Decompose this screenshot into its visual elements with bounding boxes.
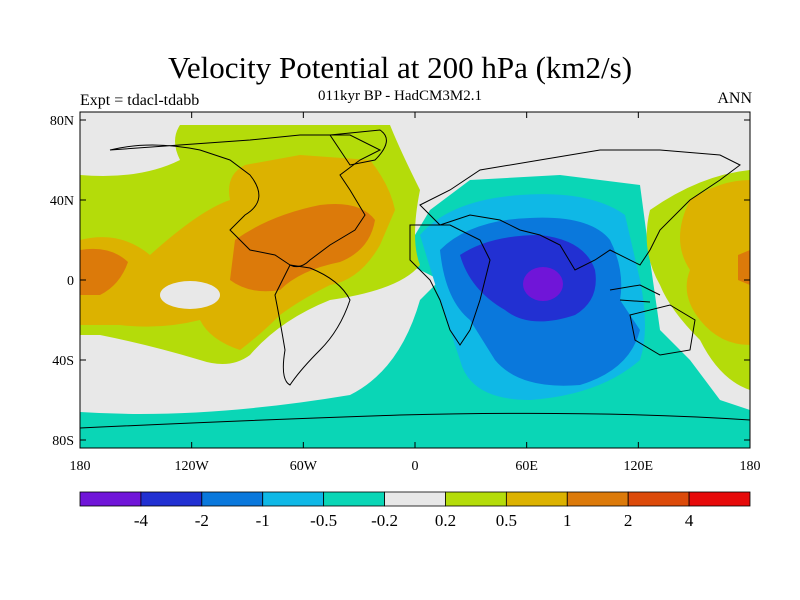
colorbar-boxes — [79, 491, 751, 507]
coastline-eurasia — [419, 149, 741, 271]
colorbar-label: 0.5 — [496, 511, 517, 530]
latitude-axis: 80N 40N 0 40S 80S — [50, 114, 750, 449]
colorbar-label: -2 — [195, 511, 209, 530]
colorbar-label: -4 — [134, 511, 149, 530]
lat-tick-label: 80S — [52, 434, 74, 449]
lon-tick-label: 0 — [412, 459, 419, 474]
contour-positive-orange-central — [230, 204, 375, 292]
colorbar-box — [323, 491, 385, 507]
coastline-australia — [629, 304, 696, 356]
colorbar-box — [79, 491, 142, 507]
contour-positive-orange-east — [738, 250, 750, 285]
coastline-greenland — [329, 129, 387, 166]
colorbar-label: 1 — [563, 511, 572, 530]
contour-positive-orange-west — [80, 248, 128, 295]
colorbar-label: 0.2 — [435, 511, 456, 530]
map-title: Velocity Potential at 200 hPa (km2/s) — [167, 50, 633, 85]
colorbar-label: 2 — [624, 511, 633, 530]
coastline-antarctica — [80, 412, 750, 429]
lon-tick-label: 60W — [290, 459, 318, 474]
longitude-axis: 180 120W 60W 0 60E 120E 180 — [70, 112, 761, 474]
lat-tick-label: 40S — [52, 354, 74, 369]
contour-negative-minimum — [523, 267, 563, 301]
colorbar-label: -0.5 — [310, 511, 337, 530]
lon-tick-label: 120W — [175, 459, 210, 474]
colorbar-box — [201, 491, 264, 507]
lon-tick-label: 120E — [624, 459, 654, 474]
colorbar-box — [384, 491, 446, 507]
coastlines — [80, 129, 750, 429]
colorbar-box — [688, 491, 751, 507]
coastline-africa — [409, 224, 491, 346]
lon-tick-label: 60E — [515, 459, 538, 474]
coastline-south-america — [274, 264, 351, 386]
colorbar-box — [262, 491, 325, 507]
experiment-label: Expt = tdacl-tdabb — [80, 92, 200, 109]
lat-tick-label: 80N — [50, 114, 74, 129]
colorbar-box — [566, 491, 629, 507]
lat-tick-label: 40N — [50, 194, 74, 209]
lat-tick-label: 0 — [67, 274, 74, 289]
lon-tick-label: 180 — [70, 459, 91, 474]
colorbar-label: -0.2 — [371, 511, 398, 530]
colorbar-label: -1 — [256, 511, 270, 530]
colorbar-labels: -4 -2 -1 -0.5 -0.2 0.2 0.5 1 2 4 — [134, 511, 694, 530]
colorbar-box — [445, 491, 507, 507]
contour-positive-gold-east — [680, 180, 750, 345]
colorbar-label: 4 — [685, 511, 694, 530]
coastline-north-america — [109, 134, 382, 268]
map-subtitle: 011kyr BP - HadCM3M2.1 — [318, 88, 482, 104]
lon-tick-label: 180 — [740, 459, 761, 474]
contour-neutral-pacific — [160, 281, 220, 309]
colorbar-box — [505, 491, 568, 507]
season-label: ANN — [717, 90, 752, 107]
colorbar-box — [140, 491, 203, 507]
colorbar-box — [627, 491, 690, 507]
coastline-indonesia — [609, 284, 661, 303]
